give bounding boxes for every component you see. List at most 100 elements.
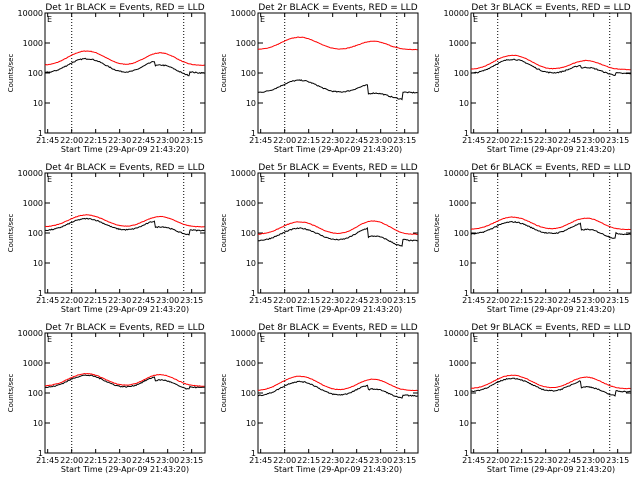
y-tick-label: 1000	[449, 199, 469, 208]
x-tick-label: 22:30	[108, 136, 131, 145]
x-tick-label: 22:30	[321, 136, 344, 145]
x-tick-label: 23:00	[369, 296, 392, 305]
y-tick-label: 100	[454, 229, 469, 238]
x-axis-label: Start Time (29-Apr-09 21:43:20)	[487, 465, 615, 474]
x-tick-label: 22:15	[297, 456, 320, 465]
x-tick-label: 21:45	[36, 136, 59, 145]
x-tick-label: 21:45	[462, 456, 485, 465]
y-axis-label: Counts/sec	[220, 214, 228, 253]
y-tick-label: 1000	[236, 199, 256, 208]
x-tick-label: 21:45	[462, 136, 485, 145]
series-lld	[257, 375, 418, 392]
y-tick-label: 10000	[444, 169, 469, 178]
x-axis-label: Start Time (29-Apr-09 21:43:20)	[487, 305, 615, 314]
series-lld	[257, 220, 418, 235]
x-tick-label: 22:45	[558, 296, 581, 305]
x-axis-label: Start Time (29-Apr-09 21:43:20)	[61, 305, 189, 314]
x-tick-label: 21:45	[36, 456, 59, 465]
x-axis-label: Start Time (29-Apr-09 21:43:20)	[274, 465, 402, 474]
y-tick-label: 1000	[449, 39, 469, 48]
y-axis-label: Counts/sec	[220, 54, 228, 93]
corner-label: E	[47, 175, 52, 184]
panel-title: Det 2r BLACK = Events, RED = LLD	[258, 3, 417, 13]
x-tick-label: 22:45	[558, 456, 581, 465]
x-tick-label: 22:30	[534, 136, 557, 145]
panel-title: Det 3r BLACK = Events, RED = LLD	[471, 3, 630, 13]
panel-title: Det 7r BLACK = Events, RED = LLD	[45, 323, 204, 333]
y-tick-label: 10	[246, 99, 256, 108]
x-tick-label: 22:00	[486, 136, 509, 145]
x-axis-label: Start Time (29-Apr-09 21:43:20)	[61, 145, 189, 154]
series-lld	[44, 372, 205, 387]
x-tick-label: 22:30	[321, 296, 344, 305]
y-axis-label: Counts/sec	[7, 374, 15, 413]
panel-title: Det 1r BLACK = Events, RED = LLD	[45, 3, 204, 13]
corner-label: E	[260, 175, 265, 184]
y-tick-label: 100	[241, 69, 256, 78]
x-tick-label: 23:15	[393, 456, 416, 465]
y-tick-label: 100	[241, 389, 256, 398]
y-tick-label: 1	[251, 129, 256, 138]
x-tick-label: 22:30	[534, 456, 557, 465]
y-tick-label: 10	[246, 419, 256, 428]
x-tick-label: 23:00	[156, 456, 179, 465]
x-tick-label: 22:00	[486, 456, 509, 465]
x-tick-label: 22:45	[558, 136, 581, 145]
x-tick-label: 22:00	[60, 136, 83, 145]
y-tick-label: 10000	[444, 329, 469, 338]
y-tick-label: 10000	[231, 169, 256, 178]
x-tick-label: 22:15	[510, 136, 533, 145]
y-tick-label: 1	[38, 289, 43, 298]
series-events	[470, 377, 631, 397]
corner-label: E	[47, 335, 52, 344]
y-tick-label: 100	[28, 389, 43, 398]
x-tick-label: 22:15	[297, 136, 320, 145]
y-tick-label: 10000	[18, 9, 43, 18]
panel-title: Det 5r BLACK = Events, RED = LLD	[258, 163, 417, 173]
x-tick-label: 23:00	[582, 456, 605, 465]
panel-title: Det 9r BLACK = Events, RED = LLD	[471, 323, 630, 333]
corner-label: E	[473, 335, 478, 344]
x-tick-label: 21:45	[249, 456, 272, 465]
y-tick-label: 1000	[236, 39, 256, 48]
x-tick-label: 22:45	[345, 136, 368, 145]
x-tick-label: 23:00	[582, 296, 605, 305]
x-axis-label: Start Time (29-Apr-09 21:43:20)	[274, 305, 402, 314]
corner-label: E	[260, 335, 265, 344]
y-tick-label: 10	[33, 419, 43, 428]
x-tick-label: 23:15	[606, 136, 629, 145]
series-lld	[45, 214, 205, 228]
y-tick-label: 1	[464, 449, 469, 458]
corner-label: E	[260, 15, 265, 24]
x-tick-label: 22:45	[132, 136, 155, 145]
series-lld	[470, 216, 631, 231]
x-tick-label: 22:15	[84, 456, 107, 465]
x-tick-label: 22:15	[510, 296, 533, 305]
x-tick-label: 21:45	[462, 296, 485, 305]
series-events	[45, 217, 205, 236]
series-events	[257, 226, 418, 247]
y-axis-label: Counts/sec	[433, 374, 441, 413]
series-lld	[471, 374, 631, 390]
y-tick-label: 10	[459, 99, 469, 108]
y-tick-label: 1000	[449, 359, 469, 368]
series-events	[470, 220, 631, 239]
y-tick-label: 10	[459, 259, 469, 268]
x-tick-label: 23:00	[582, 136, 605, 145]
series-events	[44, 57, 205, 77]
x-tick-label: 22:30	[321, 456, 344, 465]
x-tick-label: 23:00	[156, 136, 179, 145]
y-axis-label: Counts/sec	[433, 214, 441, 253]
y-tick-label: 1	[251, 289, 256, 298]
x-tick-label: 22:00	[60, 456, 83, 465]
y-tick-label: 100	[28, 229, 43, 238]
y-tick-label: 10000	[231, 329, 256, 338]
y-tick-label: 1	[464, 129, 469, 138]
y-tick-label: 100	[28, 69, 43, 78]
panel-title: Det 6r BLACK = Events, RED = LLD	[471, 163, 630, 173]
